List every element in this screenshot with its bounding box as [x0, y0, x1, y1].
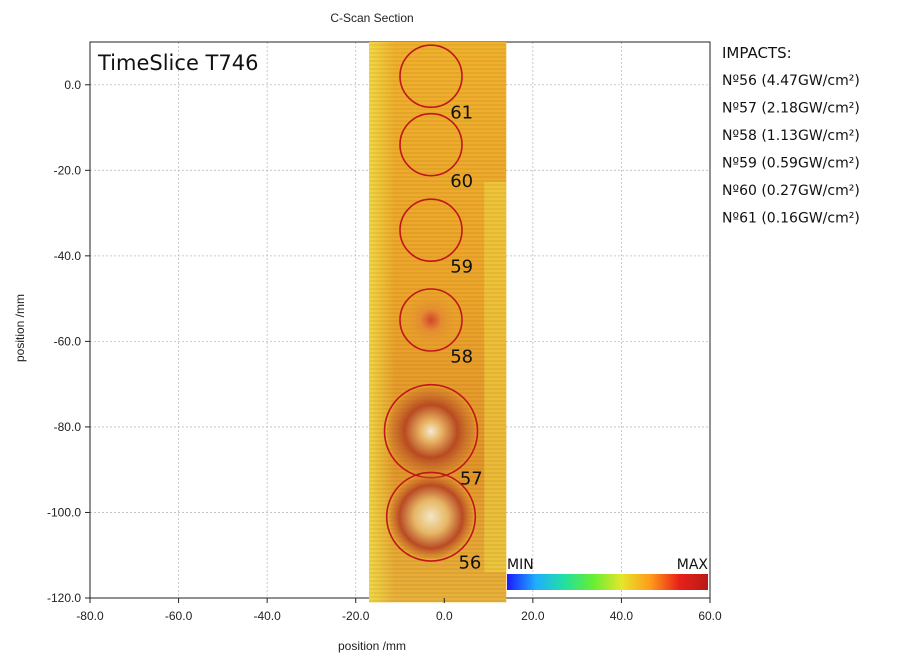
impact-markers: 61 60 59 58 57 56: [383, 44, 483, 574]
x-tick-label: 0.0: [436, 609, 453, 623]
impact-label-59: 59: [450, 257, 473, 278]
impact-damage-58: [401, 290, 461, 350]
x-axis-ticks: -80.0 -60.0 -40.0 -20.0 0.0 20.0 40.0 60.0: [76, 598, 722, 623]
x-tick-label: 20.0: [521, 609, 545, 623]
y-axis-label: position /mm: [13, 294, 27, 362]
colorbar-max-label: MAX: [677, 557, 709, 573]
colorbar-min-label: MIN: [507, 557, 534, 573]
impact-label-61: 61: [450, 103, 473, 124]
legend-entry: Nº59 (0.59GW/cm²): [722, 156, 860, 172]
x-tick-label: 60.0: [698, 609, 722, 623]
y-tick-label: 0.0: [64, 78, 81, 92]
legend-entry: Nº60 (0.27GW/cm²): [722, 183, 860, 199]
y-tick-label: -40.0: [54, 249, 82, 263]
x-tick-label: -20.0: [342, 609, 370, 623]
y-axis-ticks: 0.0 -20.0 -40.0 -60.0 -80.0 -100.0 -120.0: [47, 78, 90, 605]
y-tick-label: -20.0: [54, 163, 82, 177]
impact-label-58: 58: [450, 346, 473, 367]
legend-entry: Nº57 (2.18GW/cm²): [722, 101, 860, 117]
impact-label-56: 56: [458, 553, 481, 574]
legend-entry: Nº61 (0.16GW/cm²): [722, 211, 860, 227]
x-tick-label: 40.0: [610, 609, 634, 623]
impact-damage-57: [386, 387, 476, 476]
impact-label-57: 57: [460, 469, 483, 490]
impact-damage-56: [388, 474, 474, 559]
scan-image: [369, 42, 507, 603]
colorbar: MIN MAX: [507, 557, 708, 590]
x-tick-label: -80.0: [76, 609, 104, 623]
y-tick-label: -120.0: [47, 591, 81, 605]
x-tick-label: -40.0: [253, 609, 281, 623]
impact-circle-58: [399, 288, 463, 352]
impact-label-60: 60: [450, 171, 473, 192]
impact-circle-61: [399, 44, 463, 109]
impacts-legend: IMPACTS: Nº56 (4.47GW/cm²) Nº57 (2.18GW/c…: [722, 44, 860, 227]
legend-entry: Nº56 (4.47GW/cm²): [722, 73, 860, 89]
legend-title: IMPACTS:: [722, 44, 792, 62]
y-tick-label: -100.0: [47, 505, 81, 519]
x-axis-label: position /mm: [338, 639, 406, 653]
colorbar-gradient: [507, 574, 708, 590]
impact-circle-59: [399, 198, 463, 262]
y-tick-label: -80.0: [54, 420, 82, 434]
timeslice-label: TimeSlice T746: [97, 51, 258, 75]
impact-circle-60: [399, 112, 463, 177]
y-tick-label: -60.0: [54, 334, 82, 348]
legend-entry: Nº58 (1.13GW/cm²): [722, 128, 860, 144]
x-tick-label: -60.0: [165, 609, 193, 623]
impact-circle-56: [385, 471, 477, 562]
chart-title: C-Scan Section: [330, 11, 413, 25]
